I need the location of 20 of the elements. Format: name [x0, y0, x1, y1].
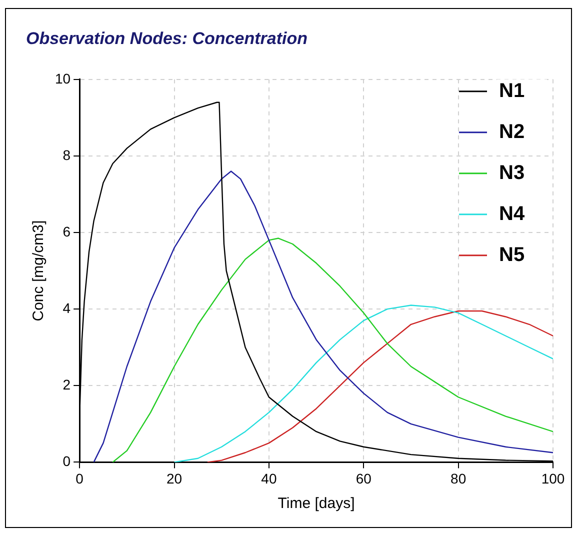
- y-tick-label: 10: [54, 70, 71, 86]
- legend-label: N3: [499, 162, 525, 184]
- x-tick-label: 40: [261, 470, 277, 486]
- x-tick-label: 60: [356, 470, 372, 486]
- x-axis-title: Time [days]: [278, 495, 355, 512]
- chart-title: Observation Nodes: Concentration: [26, 28, 308, 48]
- y-tick-label: 4: [62, 300, 71, 316]
- legend-label: N4: [499, 202, 526, 225]
- legend-label: N5: [499, 244, 525, 266]
- y-tick-label: 8: [62, 146, 71, 163]
- y-tick-label: 2: [62, 376, 71, 392]
- x-tick-label: 100: [541, 470, 565, 486]
- legend-label: N1: [499, 80, 525, 102]
- x-tick-label: 80: [450, 470, 466, 486]
- x-tick-label: 20: [166, 470, 182, 486]
- y-axis-title: Conc [mg/cm3]: [30, 220, 48, 322]
- legend-label: N2: [499, 120, 525, 143]
- y-tick-label: 6: [62, 223, 71, 240]
- y-tick-label: 0: [62, 453, 71, 470]
- x-tick-label: 0: [76, 470, 84, 486]
